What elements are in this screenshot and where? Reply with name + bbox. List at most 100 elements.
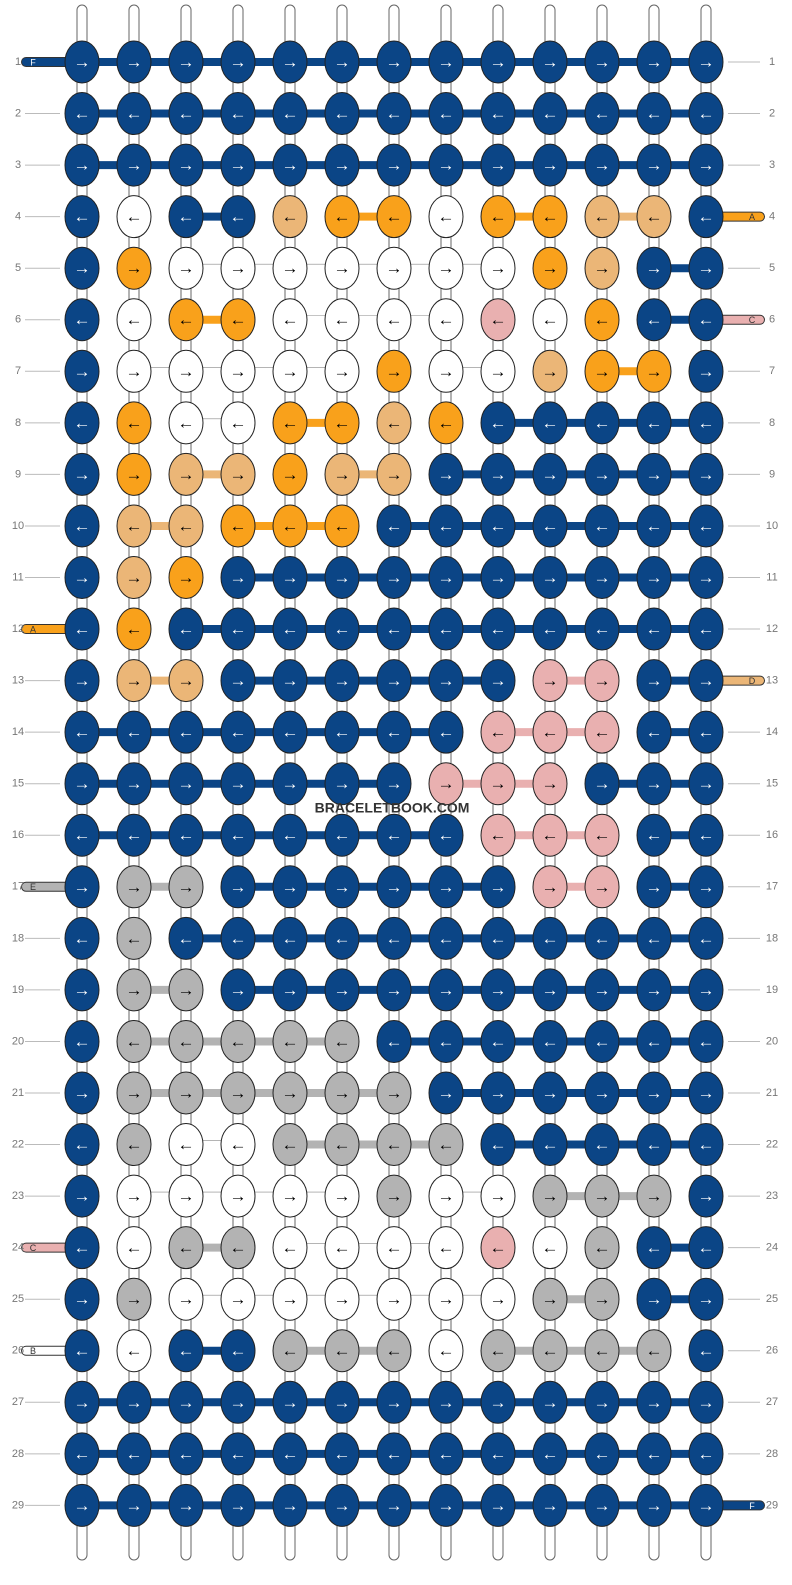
knot xyxy=(480,298,516,342)
knot-arrow: → xyxy=(386,1187,403,1206)
knot-arrow: ← xyxy=(490,104,507,123)
knot xyxy=(428,659,464,703)
knot-arrow: ← xyxy=(230,413,247,432)
knot-arrow: ← xyxy=(490,207,507,226)
knot xyxy=(220,1226,256,1270)
knot-arrow: → xyxy=(594,259,611,278)
knot-arrow: ← xyxy=(74,516,91,535)
knot xyxy=(324,1277,360,1321)
knot xyxy=(116,710,152,754)
knot xyxy=(584,1329,620,1373)
knot xyxy=(428,1380,464,1424)
knot xyxy=(532,1277,568,1321)
knot-arrow: ← xyxy=(646,516,663,535)
knot-arrow: ← xyxy=(542,1032,559,1051)
row-number: 12 xyxy=(766,623,778,635)
knot xyxy=(168,916,204,960)
knot-arrow: ← xyxy=(698,104,715,123)
knot-arrow: ← xyxy=(126,1341,143,1360)
knot xyxy=(428,607,464,651)
knot xyxy=(64,1226,100,1270)
knot-arrow: → xyxy=(438,259,455,278)
row-number: 24 xyxy=(766,1242,778,1254)
knot-arrow: ← xyxy=(74,620,91,639)
knot xyxy=(584,865,620,909)
knot-arrow: → xyxy=(698,1083,715,1102)
knot xyxy=(220,968,256,1012)
knot-arrow: → xyxy=(438,671,455,690)
knot xyxy=(376,143,412,187)
knot xyxy=(636,1123,672,1167)
knot-arrow: → xyxy=(282,1083,299,1102)
knot xyxy=(324,916,360,960)
knot xyxy=(584,813,620,857)
row-number: 2 xyxy=(769,107,775,119)
knot-arrow: → xyxy=(438,1187,455,1206)
knot-arrow: → xyxy=(542,1187,559,1206)
knot xyxy=(584,1380,620,1424)
knot-arrow: ← xyxy=(542,1444,559,1463)
knot xyxy=(168,1174,204,1218)
knot-arrow: → xyxy=(230,568,247,587)
knot xyxy=(376,401,412,445)
knot xyxy=(688,1071,724,1115)
knot xyxy=(168,246,204,290)
row-number: 8 xyxy=(15,417,21,429)
knot xyxy=(376,92,412,136)
knot xyxy=(688,556,724,599)
knot-arrow: ← xyxy=(646,929,663,948)
knot-arrow: → xyxy=(594,568,611,587)
knot-arrow: → xyxy=(698,52,715,71)
knot-arrow: → xyxy=(386,1083,403,1102)
knot xyxy=(532,298,568,342)
knot xyxy=(324,504,360,548)
knot-arrow: ← xyxy=(126,104,143,123)
knot-arrow: → xyxy=(490,465,507,484)
knot-arrow: → xyxy=(178,1290,195,1309)
knot xyxy=(272,195,308,239)
knot xyxy=(688,1226,724,1270)
knot xyxy=(376,1123,412,1167)
knot xyxy=(220,195,256,239)
knot xyxy=(584,1174,620,1218)
knot xyxy=(324,1226,360,1270)
knot-arrow: → xyxy=(178,1187,195,1206)
knot-arrow: ← xyxy=(594,1032,611,1051)
knot-arrow: → xyxy=(230,1496,247,1515)
knot xyxy=(376,452,412,496)
knot-arrow: → xyxy=(334,1290,351,1309)
knot xyxy=(584,1483,620,1527)
knot-arrow: ← xyxy=(438,620,455,639)
knot-arrow: ← xyxy=(646,1341,663,1360)
knot-arrow: ← xyxy=(594,826,611,845)
knot-arrow: → xyxy=(386,1290,403,1309)
knot-arrow: ← xyxy=(646,104,663,123)
knot-arrow: ← xyxy=(334,310,351,329)
knot xyxy=(116,504,152,548)
knot-arrow: → xyxy=(542,568,559,587)
knot-arrow: ← xyxy=(282,1238,299,1257)
knot-arrow: → xyxy=(230,1290,247,1309)
knot-arrow: ← xyxy=(438,1341,455,1360)
knot-arrow: → xyxy=(230,52,247,71)
knot xyxy=(688,504,724,548)
knot-arrow: ← xyxy=(386,723,403,742)
knot-arrow: → xyxy=(178,362,195,381)
knot-arrow: ← xyxy=(490,516,507,535)
knot xyxy=(324,710,360,754)
knot-arrow: → xyxy=(126,671,143,690)
knot xyxy=(688,401,724,445)
knot xyxy=(168,1123,204,1167)
knot xyxy=(272,556,308,599)
row-number: 15 xyxy=(766,778,778,790)
knot xyxy=(636,916,672,960)
knot xyxy=(480,968,516,1012)
knot xyxy=(168,1019,204,1063)
knot-arrow: → xyxy=(334,259,351,278)
row-number: 22 xyxy=(12,1138,24,1150)
knot xyxy=(168,1329,204,1373)
knot xyxy=(220,710,256,754)
knot-arrow: → xyxy=(178,877,195,896)
knot xyxy=(168,1483,204,1527)
knot xyxy=(220,1019,256,1063)
